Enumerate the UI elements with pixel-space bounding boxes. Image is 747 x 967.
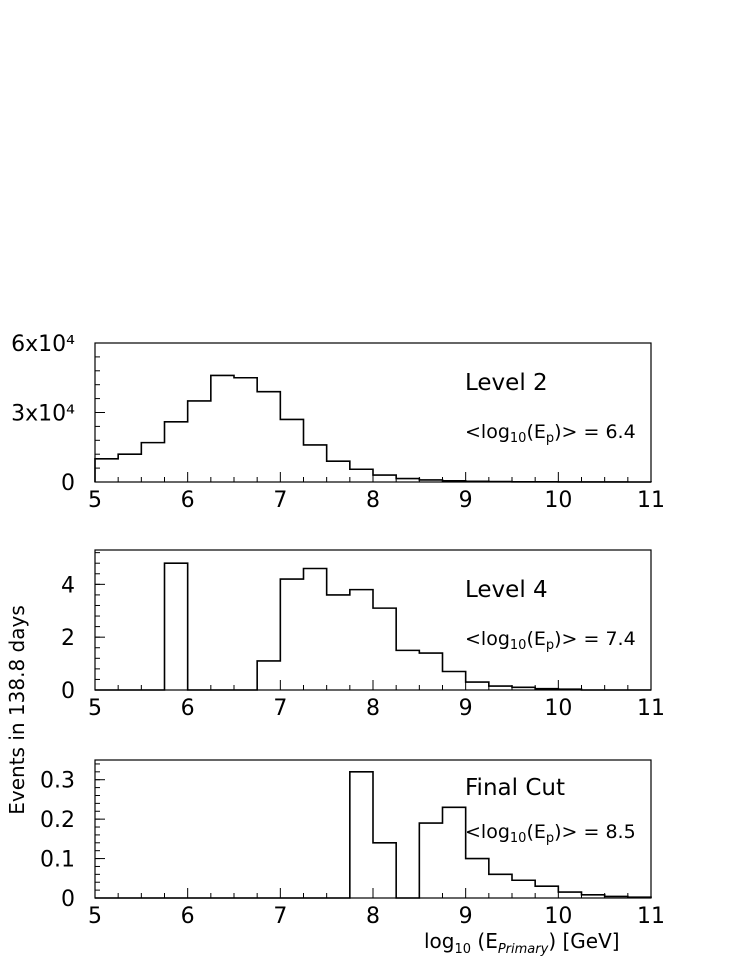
x-tick-label: 5 [88,488,102,513]
histogram-bin [280,419,303,482]
histogram-bin [234,378,257,482]
histogram-bin [396,650,419,690]
histogram-bin [188,401,211,482]
histogram-bin [466,682,489,690]
panel-2: 5 6 7 8 9 10 11 0 2 4 Level 4 <log10(Ep)> = 7.4 [61,549,665,721]
x-tick-label: 6 [181,488,195,513]
panel-label: Level 2 [465,370,548,396]
histogram-bin [512,687,535,690]
x-tick-label: 5 [88,696,102,721]
x-tick-label: 10 [544,488,572,513]
panel-label: Final Cut [465,775,565,801]
histogram-bin [257,661,280,690]
y-tick-label: 3x10⁴ [11,402,75,427]
x-tick-label: 6 [181,904,195,929]
mean-label: <log10(Ep)> = 8.5 [465,821,636,846]
histogram-bin [327,461,350,482]
panel-3: 5 6 7 8 9 10 11 0 0.1 0.2 0.3 Final Cut <log10(Ep)> … [40,759,665,929]
histogram-bin [466,859,489,898]
x-tick-label: 8 [366,904,380,929]
histogram-bin [373,608,396,690]
y-tick-label: 0.2 [40,808,75,833]
histogram-bin [628,897,651,898]
histogram-bin [350,772,373,898]
histogram-bin [211,375,234,482]
mean-label: <log10(Ep)> = 7.4 [465,628,636,653]
y-tick-label: 2 [61,626,75,651]
histogram-line [94,374,652,483]
histogram-bin [373,475,396,482]
y-tick-label: 0.3 [40,769,75,794]
histogram-bin [419,653,442,690]
histogram-bin [558,892,581,898]
x-tick-label: 9 [459,904,473,929]
histogram-bin [489,686,512,690]
histogram-bin [95,459,118,482]
x-tick-label: 5 [88,904,102,929]
histogram-line [95,771,652,899]
panel-1: 5 6 7 8 9 10 11 0 3x10⁴ 6x10⁴ Level 2 <log10(Ep)> =… [11,332,665,513]
x-tick-label: 11 [637,488,665,513]
y-tick-label: 0 [61,887,75,912]
y-tick-label: 0 [61,471,75,496]
histogram-bin [350,469,373,482]
x-tick-label: 11 [637,904,665,929]
histogram-bin [535,886,558,898]
histogram-bin [605,896,628,898]
histogram-bin [304,568,327,690]
y-tick-label: 4 [61,573,75,598]
histogram-bin [304,445,327,482]
panel-label: Level 4 [465,577,548,603]
histogram-bin [419,823,442,898]
mean-label: <log10(Ep)> = 6.4 [465,421,636,446]
x-tick-label: 6 [181,696,195,721]
x-tick-label: 8 [366,488,380,513]
histogram-bin [512,880,535,898]
x-tick-label: 9 [459,488,473,513]
histogram-bin [350,590,373,690]
x-tick-label: 8 [366,696,380,721]
histogram-bin [443,807,466,898]
histogram-bin [558,689,581,690]
histogram-bin [165,563,188,690]
histogram-panels: 5 6 7 8 9 10 11 0 3x10⁴ 6x10⁴ Level 2 <log10(Ep)> =… [11,332,665,929]
histogram-bin [257,392,280,482]
x-axis-title: log10 (EPrimary) [GeV] [424,929,620,957]
histogram-bin [280,579,303,690]
y-tick-label: 0.1 [40,848,75,873]
x-tick-label: 7 [273,696,287,721]
x-tick-label: 11 [637,696,665,721]
histogram-bin [466,481,489,482]
histogram-bin [118,454,141,482]
histogram-line [95,562,651,691]
y-axis-title: Events in 138.8 days [5,605,29,814]
y-tick-label: 0 [61,679,75,704]
histogram-bin [327,595,350,690]
x-tick-label: 10 [544,904,572,929]
x-tick-label: 9 [459,696,473,721]
histogram-bin [489,874,512,898]
x-tick-label: 7 [273,488,287,513]
histogram-bin [443,672,466,690]
histogram-bin [165,422,188,482]
y-tick-label: 6x10⁴ [11,332,75,357]
histogram-bin [582,895,605,898]
x-tick-label: 10 [544,696,572,721]
histogram-bin [373,843,396,898]
histogram-bin [141,443,164,482]
histogram-bin [419,480,442,482]
x-tick-label: 7 [273,904,287,929]
histogram-bin [443,481,466,482]
histogram-bin [535,689,558,690]
histogram-bin [396,479,419,482]
